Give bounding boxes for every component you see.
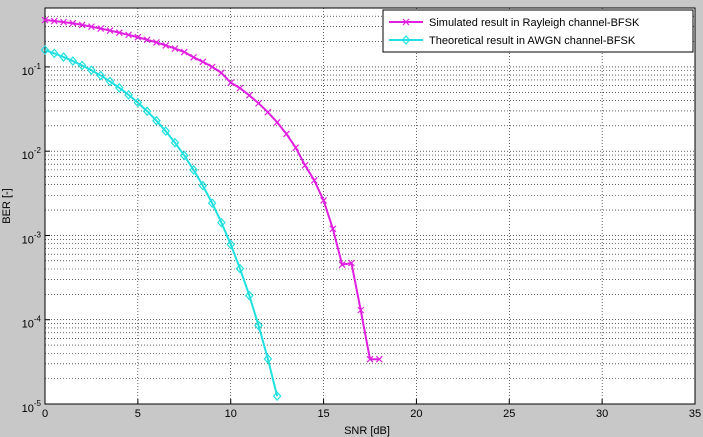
marker: [114, 82, 124, 93]
marker: [199, 58, 207, 66]
x-tick-label: 25: [503, 408, 515, 420]
series-line: [44, 49, 279, 397]
marker: [226, 239, 236, 250]
marker: [124, 89, 133, 100]
marker: [357, 306, 365, 314]
marker: [283, 130, 290, 138]
y-tick-label: 10-2: [22, 146, 42, 162]
legend-label: Theoretical result in AWGN channel-BFSK: [429, 35, 636, 47]
y-tick-label: 10-5: [22, 399, 42, 415]
marker: [96, 70, 106, 81]
marker: [236, 84, 244, 92]
marker: [255, 99, 262, 107]
marker: [338, 261, 346, 269]
marker: [198, 180, 208, 191]
marker: [329, 225, 337, 233]
marker: [60, 18, 67, 26]
marker: [40, 45, 50, 55]
marker: [78, 21, 86, 29]
marker: [190, 53, 197, 61]
marker: [152, 115, 161, 126]
marker: [401, 35, 411, 45]
x-tick-label: 5: [135, 408, 141, 420]
marker: [235, 263, 245, 274]
marker: [402, 18, 410, 26]
x-tick-label: 0: [42, 408, 48, 420]
marker: [153, 39, 160, 46]
plot-frame: [44, 7, 696, 405]
marker: [142, 106, 152, 117]
marker: [69, 19, 77, 27]
marker: [87, 65, 96, 76]
marker: [245, 91, 253, 99]
marker: [134, 33, 142, 41]
marker: [50, 17, 58, 25]
x-tick-label: 10: [225, 408, 237, 420]
plot-area: [45, 8, 695, 404]
marker: [244, 290, 254, 301]
marker: [348, 259, 355, 267]
marker: [207, 198, 217, 209]
marker: [292, 144, 300, 152]
marker: [161, 126, 171, 137]
marker: [59, 52, 68, 62]
marker: [125, 31, 132, 39]
marker: [254, 320, 263, 331]
x-axis-label: SNR [dB]: [344, 425, 390, 437]
marker: [179, 150, 189, 161]
marker: [171, 45, 179, 53]
y-tick-label: 10-4: [22, 315, 42, 331]
marker: [217, 217, 226, 228]
marker: [227, 79, 235, 87]
marker: [68, 56, 78, 66]
marker: [375, 355, 383, 363]
y-tick-label: 10-3: [22, 230, 42, 246]
marker: [263, 353, 273, 364]
marker: [310, 176, 318, 184]
y-axis-label: BER [-]: [1, 188, 13, 223]
marker: [105, 76, 115, 87]
marker: [189, 164, 198, 175]
marker: [320, 197, 327, 204]
marker: [170, 137, 180, 148]
marker: [208, 63, 216, 71]
marker: [143, 36, 151, 44]
marker: [272, 391, 282, 402]
marker: [366, 355, 374, 363]
marker: [106, 27, 114, 34]
marker: [218, 69, 225, 77]
x-tick-label: 30: [596, 408, 608, 420]
x-tick-label: 35: [689, 408, 701, 420]
marker: [49, 48, 59, 59]
marker: [41, 16, 49, 24]
marker: [115, 29, 123, 37]
marker: [77, 60, 87, 71]
marker: [162, 41, 170, 49]
marker: [88, 23, 95, 31]
marker: [133, 97, 143, 108]
marker: [180, 48, 188, 56]
marker: [97, 25, 105, 32]
x-tick-label: 20: [410, 408, 422, 420]
marker: [273, 118, 281, 126]
marker: [301, 161, 309, 169]
x-tick-label: 15: [317, 408, 329, 420]
marker: [264, 108, 272, 116]
legend-label: Simulated result in Rayleigh channel-BFS…: [429, 17, 640, 29]
y-tick-label: 10-1: [22, 62, 42, 78]
legend-box: [382, 9, 694, 53]
